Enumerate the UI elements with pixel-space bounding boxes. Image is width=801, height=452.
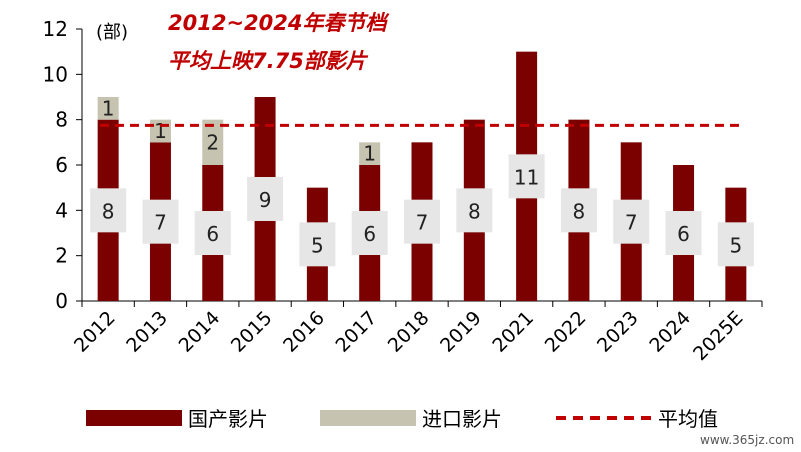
data-label-domestic: 6: [206, 222, 219, 246]
bars: [97, 51, 747, 302]
data-label-domestic: 8: [102, 199, 115, 223]
data-label-domestic: 6: [363, 222, 376, 246]
data-label-box: [717, 222, 754, 267]
y-tick-label: 10: [43, 62, 68, 86]
data-label-box: [665, 211, 702, 255]
watermark: www.365jz.com: [700, 433, 794, 447]
legend-label-domestic: 国产影片: [188, 407, 268, 431]
y-tick-label: 12: [43, 17, 68, 41]
data-label-box: [613, 199, 650, 244]
data-label-domestic: 9: [259, 188, 272, 212]
x-tick-label: 2015: [227, 307, 277, 357]
data-label-box: [142, 199, 179, 244]
bar-imported: [359, 142, 381, 165]
data-label-domestic: 5: [311, 233, 324, 257]
x-tick-label: 2014: [175, 307, 225, 357]
data-label-box: [456, 188, 493, 233]
data-label-imported: 1: [102, 96, 115, 120]
x-tick-label: 2021: [488, 307, 538, 357]
y-tick-label: 4: [55, 198, 68, 222]
chart-title-line1: 2012~2024年春节档: [168, 11, 390, 35]
data-label-box: [90, 188, 127, 233]
data-label-box: [299, 222, 336, 267]
data-label-domestic: 6: [677, 222, 690, 246]
chart-title-line2: 平均上映7.75部影片: [168, 49, 369, 73]
x-tick-label: 2019: [436, 307, 486, 357]
data-label-box: [404, 199, 440, 244]
bar-imported: [97, 97, 119, 120]
y-tick-label: 8: [55, 108, 68, 132]
y-tick-label: 0: [55, 289, 68, 313]
data-label-box: [194, 211, 231, 255]
y-tick-label: 6: [55, 153, 68, 177]
legend-swatch-domestic: [86, 410, 182, 426]
data-label-domestic: 7: [416, 211, 429, 235]
x-tick-label: 2022: [541, 307, 591, 357]
x-tick-label: 2018: [384, 307, 434, 357]
x-tick-label: 2023: [593, 307, 643, 357]
legend-swatch-imported: [320, 410, 416, 426]
data-label-domestic: 11: [514, 165, 539, 189]
data-label-domestic: 7: [154, 211, 167, 235]
data-label-box: [247, 177, 284, 221]
x-tick-label: 2016: [279, 307, 329, 357]
data-label-domestic: 8: [573, 199, 586, 223]
legend: 国产影片 进口影片 平均值: [86, 407, 718, 431]
x-axis: 2012 2013 2014 2015 2016 2017 2018 2019 2021 2022…: [70, 300, 763, 365]
data-label-imported: 1: [363, 142, 376, 166]
x-tick-label: 2017: [331, 307, 381, 357]
data-label-imported: 2: [206, 130, 219, 154]
data-label-box: [508, 154, 545, 199]
legend-label-imported: 进口影片: [422, 407, 502, 431]
y-axis: 0 2 4 6 8 10 12: [43, 17, 83, 313]
x-tick-label: 2012: [70, 307, 120, 357]
bar-imported: [202, 119, 224, 165]
data-label-imported: 1: [154, 119, 167, 143]
data-label-domestic: 7: [625, 211, 638, 235]
x-tick-label: 2025E: [689, 307, 747, 365]
x-tick-label: 2024: [645, 307, 695, 357]
legend-label-average: 平均值: [658, 407, 718, 431]
data-label-box: [351, 211, 388, 255]
data-label-domestic: 5: [729, 233, 742, 257]
unit-label: (部): [96, 22, 128, 43]
data-labels: 1 8 1 7 2 6 9 5 1 6 7 8 11 8 7 6 5: [90, 96, 754, 267]
x-tick-label: 2013: [122, 307, 172, 357]
data-label-box: [560, 188, 597, 233]
y-tick-label: 2: [55, 244, 68, 268]
data-label-domestic: 8: [468, 199, 481, 223]
